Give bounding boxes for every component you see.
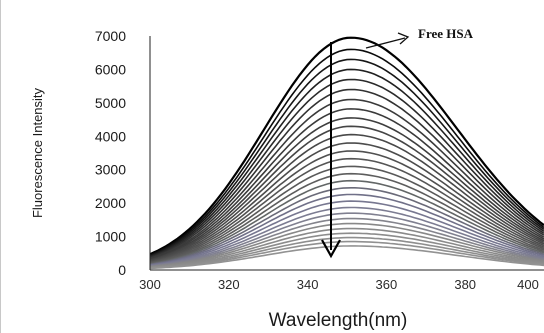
emission-curve	[149, 117, 544, 261]
emission-curve	[149, 172, 544, 265]
emission-curve	[149, 200, 544, 267]
decrease-arrow	[321, 42, 341, 259]
y-tick-labels: 0 1000 2000 3000 4000 5000 6000 7000	[95, 28, 126, 278]
y-tick-label: 6000	[95, 61, 126, 77]
annotation-arrow-line	[365, 37, 406, 49]
y-tick-label: 7000	[95, 28, 126, 44]
emission-curve	[149, 36, 544, 256]
emission-curve	[149, 240, 544, 269]
x-tick-label: 380	[454, 277, 476, 292]
emission-curve	[149, 245, 544, 270]
emission-curve	[149, 236, 544, 269]
x-tick-labels: 300 320 340 360 380 400	[139, 277, 539, 292]
emission-curve	[149, 48, 544, 256]
emission-curve	[149, 206, 544, 267]
emission-curve	[149, 212, 544, 267]
emission-curve	[149, 125, 544, 261]
x-tick-label: 360	[376, 277, 398, 292]
annotation-arrow-head	[397, 32, 410, 45]
emission-curve	[149, 108, 544, 260]
x-tick-label: 400	[517, 277, 539, 292]
y-tick-label: 3000	[95, 162, 126, 178]
emission-curve	[149, 150, 544, 263]
free-hsa-label: Free HSA	[418, 26, 474, 41]
emission-curve	[149, 193, 544, 266]
axes-group	[149, 36, 544, 271]
x-tick-label: 300	[139, 277, 161, 292]
x-axis-title: Wavelength(nm)	[269, 310, 408, 331]
emission-curve	[149, 88, 544, 259]
emission-curve	[149, 222, 544, 268]
emission-curve	[149, 78, 544, 258]
emission-curve	[149, 58, 544, 257]
x-tick-label: 340	[297, 277, 319, 292]
emission-curve	[149, 68, 544, 258]
y-tick-label: 5000	[95, 95, 126, 111]
y-tick-label: 1000	[95, 229, 126, 245]
decrease-arrow-head	[321, 239, 341, 259]
curve-group	[149, 36, 544, 270]
emission-curve	[149, 133, 544, 262]
y-axis-title: Fluorescence Intensity	[30, 87, 45, 218]
emission-curve	[149, 142, 544, 263]
emission-curve	[149, 98, 544, 260]
emission-curve	[149, 165, 544, 264]
emission-curve	[149, 179, 544, 265]
y-tick-label: 2000	[95, 195, 126, 211]
emission-curve	[149, 232, 544, 269]
emission-curve	[149, 217, 544, 268]
x-tick-label: 320	[218, 277, 240, 292]
emission-curve	[149, 157, 544, 264]
y-tick-label: 4000	[95, 128, 126, 144]
emission-curve	[149, 227, 544, 268]
y-tick-label: 0	[118, 262, 126, 278]
emission-curve	[149, 187, 544, 266]
free-hsa-annotation: Free HSA	[365, 26, 474, 49]
